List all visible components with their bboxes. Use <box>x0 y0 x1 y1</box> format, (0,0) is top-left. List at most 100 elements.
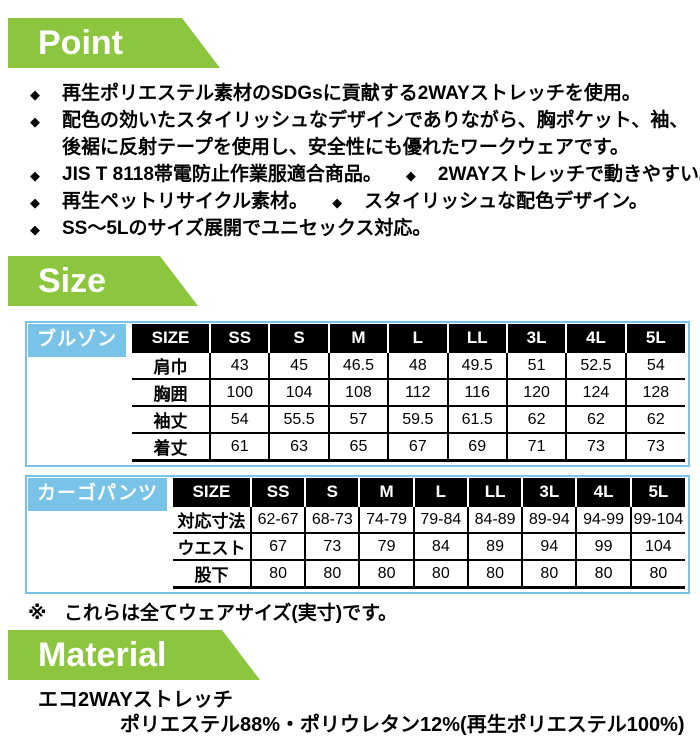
size-cell: 89-94 <box>521 505 577 533</box>
size-column-header: 5L <box>624 324 686 352</box>
size-cell: 63 <box>268 432 329 461</box>
point-text: 2WAYストレッチで動きやすい。 <box>437 164 700 185</box>
size-cell: 62-67 <box>249 505 306 533</box>
size-table-row: 胸囲 100 104 108 112 116 120 124 128 <box>132 378 686 406</box>
size-column-header: 5L <box>629 478 686 506</box>
size-cell: 62 <box>624 405 686 433</box>
point-banner-label: Point <box>38 24 123 62</box>
point-text: SS～5Lのサイズ展開でユニセックス対応。 <box>62 218 432 239</box>
size-cell: 57 <box>327 405 389 433</box>
size-table-row: 対応寸法 62-67 68-73 74-79 79-84 84-89 89-94 94-99 9… <box>172 505 686 533</box>
size-column-header: M <box>358 478 414 506</box>
size-column-header: SS <box>209 324 270 352</box>
blouson-size-box: ブルゾン SIZE SS S M L LL 3L 4L 5L 肩巾 43 45 46.5 48 49.5 51… <box>25 321 690 467</box>
point-section-banner: Point <box>8 18 220 68</box>
size-note: ※ これらは全てウェアサイズ(実寸)です。 <box>28 601 700 626</box>
size-column-header: SIZE <box>132 324 211 352</box>
material-line: エコ2WAYストレッチ <box>38 689 233 711</box>
size-cell: 128 <box>624 378 686 406</box>
size-cell: 67 <box>387 432 448 461</box>
size-cell: 104 <box>629 532 686 560</box>
size-section-banner: Size <box>8 256 198 306</box>
diamond-bullet-icon: ◆ <box>30 222 40 237</box>
diamond-bullet-icon: ◆ <box>30 87 40 102</box>
size-cell: 71 <box>505 432 567 461</box>
size-cell: 116 <box>446 378 507 406</box>
size-column-header: SS <box>249 478 306 506</box>
diamond-bullet-icon: ◆ <box>332 195 343 210</box>
point-line: ◆ 再生ポリエステル素材のSDGsに貢献する2WAYストレッチを使用。 <box>30 81 700 108</box>
size-cell: 54 <box>624 351 686 379</box>
size-cell: 62 <box>565 405 626 433</box>
material-section-banner: Material <box>8 630 260 680</box>
size-table-row: 着丈 61 63 65 67 69 71 73 73 <box>132 432 686 461</box>
size-row-name: ウエスト <box>172 532 251 560</box>
size-note-text: これらは全てウェアサイズ(実寸)です。 <box>64 603 398 624</box>
size-row-name: 肩巾 <box>132 351 211 379</box>
size-cell: 73 <box>565 432 626 461</box>
size-cell: 73 <box>304 532 360 560</box>
size-cell: 61 <box>209 432 270 461</box>
size-column-header: 3L <box>521 478 577 506</box>
blouson-table-wrap: SIZE SS S M L LL 3L 4L 5L 肩巾 43 45 46.5 48 49.5 51 52.5 5… <box>132 324 686 462</box>
size-column-header: S <box>304 478 360 506</box>
cargo-pants-tab-label: カーゴパンツ <box>28 478 167 511</box>
size-table-row: 袖丈 54 55.5 57 59.5 61.5 62 62 62 <box>132 405 686 433</box>
diamond-bullet-icon: ◆ <box>30 168 40 183</box>
size-cell: 99 <box>575 532 631 560</box>
size-column-header: LL <box>446 324 507 352</box>
size-column-header: LL <box>466 478 523 506</box>
size-cell: 54 <box>209 405 270 433</box>
size-cell: 61.5 <box>446 405 507 433</box>
size-cell: 52.5 <box>565 351 626 379</box>
size-cell: 84 <box>412 532 468 560</box>
size-column-header: S <box>268 324 329 352</box>
size-column-header: L <box>412 478 468 506</box>
material-banner-label: Material <box>38 636 167 674</box>
size-cell: 65 <box>327 432 389 461</box>
size-cell: 80 <box>304 559 360 588</box>
size-cell: 59.5 <box>387 405 448 433</box>
size-row-name: 着丈 <box>132 432 211 461</box>
size-cell: 74-79 <box>358 505 414 533</box>
size-cell: 49.5 <box>446 351 507 379</box>
size-table-header-row: SIZE SS S M L LL 3L 4L 5L <box>132 324 686 352</box>
size-cell: 89 <box>466 532 523 560</box>
size-cell: 43 <box>209 351 270 379</box>
size-table: SIZE SS S M L LL 3L 4L 5L 肩巾 43 45 46.5 48 49.5 51 52.5 5… <box>132 324 686 462</box>
size-cell: 104 <box>268 378 329 406</box>
size-cell: 79-84 <box>412 505 468 533</box>
size-cell: 62 <box>505 405 567 433</box>
size-column-header: 4L <box>565 324 626 352</box>
point-text: JIS T 8118帯電防止作業服適合商品。 <box>62 164 382 185</box>
size-cell: 79 <box>358 532 414 560</box>
size-cell: 55.5 <box>268 405 329 433</box>
size-row-name: 股下 <box>172 559 251 588</box>
size-table-row: ウエスト 67 73 79 84 89 94 99 104 <box>172 532 686 560</box>
point-line: ◆ 再生ペットリサイクル素材。 ◆ スタイリッシュな配色デザイン。 <box>30 189 700 216</box>
size-cell: 99-104 <box>629 505 686 533</box>
blouson-tab-label: ブルゾン <box>28 324 127 357</box>
size-column-header: 4L <box>575 478 631 506</box>
point-list: ◆ 再生ポリエステル素材のSDGsに貢献する2WAYストレッチを使用。 ◆ 配色の効い… <box>30 81 700 243</box>
size-row-name: 胸囲 <box>132 378 211 406</box>
size-table: SIZE SS S M L LL 3L 4L 5L 対応寸法 62-67 68-73 74-79 79-8… <box>172 478 686 589</box>
size-cell: 80 <box>412 559 468 588</box>
size-table-row: 股下 80 80 80 80 80 80 80 80 <box>172 559 686 588</box>
material-line: ポリエステル88%・ポリウレタン12%(再生ポリエステル100%) <box>120 714 685 736</box>
size-cell: 46.5 <box>327 351 389 379</box>
size-cell: 80 <box>249 559 306 588</box>
size-cell: 69 <box>446 432 507 461</box>
size-cell: 84-89 <box>466 505 523 533</box>
point-line: ◆ JIS T 8118帯電防止作業服適合商品。 ◆ 2WAYストレッチで動きやすい。 <box>30 162 700 189</box>
size-cell: 94 <box>521 532 577 560</box>
size-cell: 51 <box>505 351 567 379</box>
diamond-bullet-icon: ◆ <box>405 168 416 183</box>
point-line: ◆ 配色の効いたスタイリッシュなデザインでありながら、胸ポケット、袖、 <box>30 108 700 135</box>
size-cell: 80 <box>629 559 686 588</box>
size-cell: 94-99 <box>575 505 631 533</box>
size-cell: 112 <box>387 378 448 406</box>
point-text: 再生ペットリサイクル素材。 <box>62 191 309 212</box>
size-cell: 48 <box>387 351 448 379</box>
size-cell: 73 <box>624 432 686 461</box>
